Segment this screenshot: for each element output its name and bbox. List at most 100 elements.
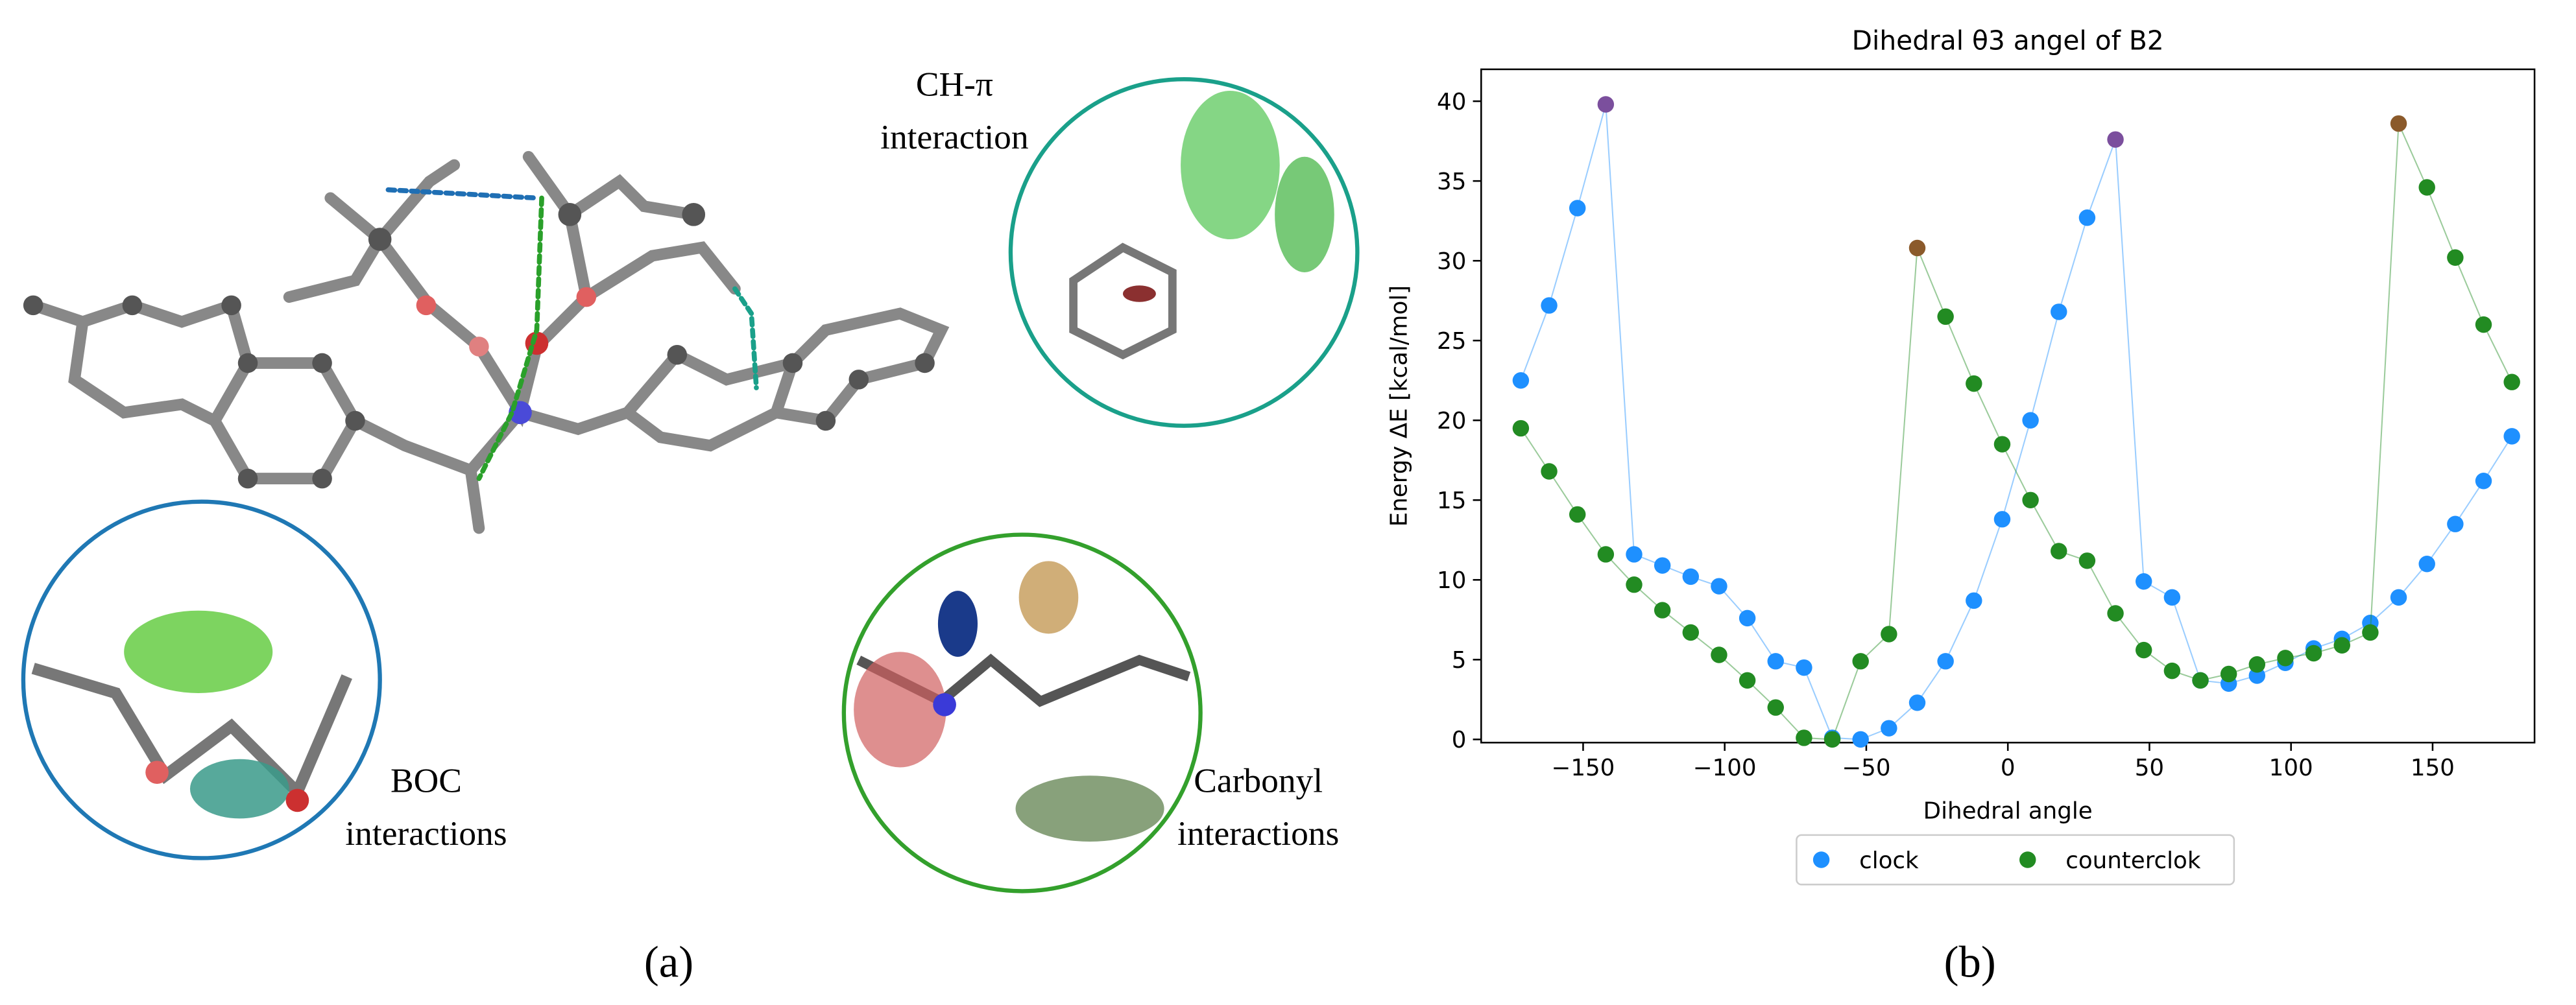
molecule xyxy=(23,150,950,534)
point xyxy=(2192,672,2209,689)
point xyxy=(2418,555,2435,573)
point xyxy=(2248,656,2266,673)
annotation: BOC xyxy=(391,761,462,800)
point xyxy=(2503,428,2520,445)
y-tick-label: 35 xyxy=(1437,169,1466,195)
point xyxy=(2418,179,2435,196)
x-axis-label: Dihedral angle xyxy=(1923,798,2093,824)
point xyxy=(1908,694,1926,711)
point xyxy=(2220,665,2237,683)
point xyxy=(1881,626,1897,643)
point xyxy=(2447,249,2464,266)
point xyxy=(1512,372,1530,389)
point xyxy=(1824,731,1841,748)
point xyxy=(1626,546,1643,563)
legend-box xyxy=(1796,834,2235,886)
x-tick-label: −150 xyxy=(1551,755,1615,781)
x-tick-label: −50 xyxy=(1842,755,1890,781)
point xyxy=(1767,699,1784,716)
point xyxy=(2277,650,2294,667)
x-tick-label: 0 xyxy=(2001,755,2016,781)
series-line xyxy=(1520,123,2513,740)
y-tick-label: 20 xyxy=(1437,408,1466,434)
point xyxy=(1654,557,1671,574)
inset-boc xyxy=(21,499,382,860)
point xyxy=(1852,653,1869,670)
point xyxy=(2078,552,2096,569)
point xyxy=(1908,239,1926,257)
annotation: interaction xyxy=(880,117,1029,156)
annotation: interactions xyxy=(345,814,507,853)
point xyxy=(1796,729,1812,746)
point xyxy=(1993,511,2011,528)
plot-frame xyxy=(1480,68,2536,744)
legend-marker xyxy=(1812,851,1830,868)
point xyxy=(1569,200,1586,217)
annotation: Carbonyl xyxy=(1194,761,1323,800)
y-tick-label: 40 xyxy=(1437,89,1466,115)
point xyxy=(2390,589,2407,606)
y-tick-label: 10 xyxy=(1437,567,1466,594)
annotation: CH-π xyxy=(916,65,993,104)
point xyxy=(1739,609,1756,627)
y-tick-label: 15 xyxy=(1437,488,1466,514)
x-tick-label: 50 xyxy=(2135,755,2164,781)
series-line xyxy=(1520,104,2513,740)
point xyxy=(1993,436,2011,453)
point xyxy=(1597,96,1615,113)
point xyxy=(2390,115,2407,132)
legend-label: clock xyxy=(1859,847,1919,874)
legend: clock counterclok xyxy=(1796,834,2235,886)
point xyxy=(2107,605,2124,622)
point xyxy=(1626,576,1643,593)
point xyxy=(1512,420,1530,437)
y-tick-label: 30 xyxy=(1437,248,1466,275)
point xyxy=(2475,316,2492,333)
point xyxy=(1966,375,1982,392)
point xyxy=(1654,602,1671,619)
point xyxy=(2163,589,2181,606)
point xyxy=(2333,637,2350,654)
y-axis-label: Energy ΔE [kcal/mol] xyxy=(1386,285,1413,526)
inset-carbonyl xyxy=(841,532,1203,893)
point xyxy=(1682,624,1700,641)
legend-label: counterclok xyxy=(2065,847,2201,874)
point xyxy=(2022,412,2039,429)
point xyxy=(2022,491,2039,509)
point xyxy=(1739,672,1756,689)
legend-marker xyxy=(2019,851,2036,868)
point xyxy=(2051,543,2067,560)
point xyxy=(2447,515,2464,532)
point xyxy=(2362,624,2379,641)
point xyxy=(2503,373,2520,390)
point xyxy=(2475,473,2492,490)
point xyxy=(1711,578,1727,595)
chart: Dihedral θ3 angel of B2 Dihedral angle Ene… xyxy=(1386,25,2536,886)
point xyxy=(1541,297,1558,314)
point xyxy=(2135,573,2152,590)
panel-caption: (b) xyxy=(1944,938,1996,987)
point xyxy=(1796,659,1812,676)
y-tick-label: 25 xyxy=(1437,328,1466,355)
inset-ch-pi xyxy=(1008,77,1360,428)
point xyxy=(1937,653,1954,670)
point xyxy=(1682,568,1700,585)
point xyxy=(1711,646,1727,663)
point xyxy=(1881,720,1897,737)
point xyxy=(1937,308,1954,325)
point xyxy=(2051,303,2067,320)
point xyxy=(2107,131,2124,148)
point xyxy=(1597,546,1615,563)
point xyxy=(1569,506,1586,523)
point xyxy=(1541,463,1558,480)
point xyxy=(2305,644,2322,662)
y-tick-label: 5 xyxy=(1452,647,1467,674)
point xyxy=(2078,209,2096,226)
point xyxy=(1852,731,1869,748)
point xyxy=(1966,592,1982,609)
y-tick-label: 0 xyxy=(1452,727,1467,753)
chart-title: Dihedral θ3 angel of B2 xyxy=(1852,25,2164,56)
point xyxy=(2135,641,2152,659)
x-tick-label: 150 xyxy=(2411,755,2455,781)
